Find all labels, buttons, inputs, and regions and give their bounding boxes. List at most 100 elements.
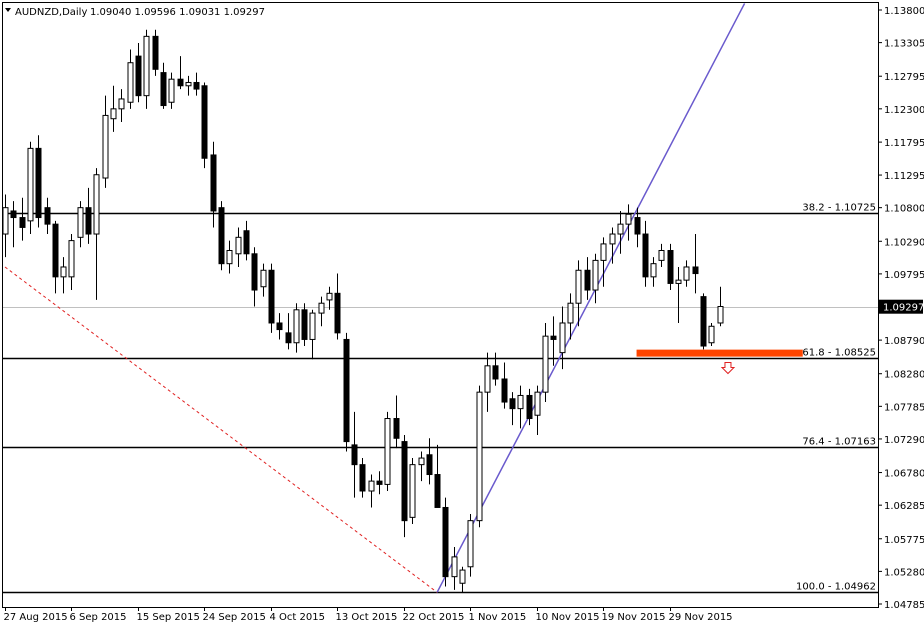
candle-body-bullish xyxy=(708,325,715,344)
candle-body-bearish xyxy=(667,249,674,284)
plot-area xyxy=(2,2,879,608)
support-zone xyxy=(636,349,803,357)
candle-body-bullish xyxy=(484,365,491,393)
candle-body-bearish xyxy=(393,418,400,439)
candle-body-bearish xyxy=(700,296,707,347)
candle-body-bearish xyxy=(334,292,341,334)
x-tick-label: 1 Nov 2015 xyxy=(469,612,527,623)
candle-body-bullish xyxy=(625,213,632,225)
candle-body-bearish xyxy=(426,454,433,476)
candle-body-bullish xyxy=(226,249,233,265)
candle-body-bearish xyxy=(526,394,533,420)
candle-body-bearish xyxy=(359,464,366,492)
candle-body-bullish xyxy=(567,302,574,324)
candle-body-bearish xyxy=(85,207,92,235)
candle-body-bullish xyxy=(384,418,391,485)
y-tick-label: 1.13800 xyxy=(884,6,924,17)
candle-body-bearish xyxy=(35,147,42,219)
candle-body-bullish xyxy=(2,207,9,235)
candle-body-bearish xyxy=(642,233,649,278)
x-tick-label: 4 Oct 2015 xyxy=(270,612,325,623)
candle-body-bullish xyxy=(409,464,416,518)
candle-body-bearish xyxy=(634,217,641,235)
y-tick-label: 1.06285 xyxy=(884,501,924,512)
candle-body-bullish xyxy=(675,279,682,284)
x-tick-label: 15 Sep 2015 xyxy=(137,612,200,623)
x-tick-label: 13 Oct 2015 xyxy=(336,612,398,623)
candle-body-bullish xyxy=(617,223,624,235)
candle-body-bullish xyxy=(235,236,242,255)
y-tick-label: 1.07290 xyxy=(884,435,924,446)
x-tick-label: 22 Oct 2015 xyxy=(403,612,465,623)
candle-body-bearish xyxy=(285,332,292,344)
x-tick-label: 29 Nov 2015 xyxy=(669,612,733,623)
candle-body-bullish xyxy=(102,114,109,179)
down-arrow-icon xyxy=(720,362,736,375)
y-tick-label: 1.06780 xyxy=(884,469,924,480)
candle-body-bullish xyxy=(717,306,724,324)
candle-body-bullish xyxy=(127,62,134,103)
candle-body-bearish xyxy=(343,338,350,443)
candle-body-bearish xyxy=(201,85,208,159)
candle-body-bullish xyxy=(309,312,316,340)
candle-body-bullish xyxy=(118,98,125,110)
candle-body-bullish xyxy=(542,335,549,393)
symbol-label: AUDNZD,Daily xyxy=(15,7,87,18)
candle-body-bullish xyxy=(110,108,117,120)
candle-body-bearish xyxy=(44,207,51,225)
candle-body-bearish xyxy=(152,35,159,70)
candle-body-bullish xyxy=(459,569,466,584)
x-tick-label: 27 Aug 2015 xyxy=(4,612,68,623)
candle-body-bearish xyxy=(218,207,225,265)
y-tick-label: 1.10800 xyxy=(884,204,924,215)
candle-body-bullish xyxy=(185,81,192,87)
candle-body-bullish xyxy=(293,309,300,344)
candle-body-bearish xyxy=(52,223,59,278)
candle-body-bearish xyxy=(501,378,508,403)
y-tick-label: 1.09795 xyxy=(884,270,924,281)
candle-body-bullish xyxy=(326,292,333,301)
y-tick-label: 1.04785 xyxy=(884,600,924,611)
y-tick-label: 1.07785 xyxy=(884,402,924,413)
candle-body-bullish xyxy=(559,322,566,354)
candle-body-bearish xyxy=(434,474,441,508)
candle-body-bullish xyxy=(467,520,474,568)
candle-body-bearish xyxy=(550,335,557,340)
candle-body-bullish xyxy=(534,391,541,416)
y-tick-label: 1.08790 xyxy=(884,336,924,347)
fib-level-label: 100.0 - 1.04962 xyxy=(796,582,876,593)
candle-body-bearish xyxy=(276,322,283,331)
x-tick-label: 6 Sep 2015 xyxy=(70,612,127,623)
candle-body-bullish xyxy=(60,266,67,278)
candle-body-bullish xyxy=(592,259,599,291)
candle-body-bullish xyxy=(77,207,84,238)
candle-body-bearish xyxy=(351,444,358,466)
candle-body-bearish xyxy=(210,154,217,212)
candle-body-bullish xyxy=(260,269,267,288)
candle-body-bullish xyxy=(68,240,75,278)
ohlc-values: 1.09040 1.09596 1.09031 1.09297 xyxy=(90,7,265,18)
candle-body-bullish xyxy=(451,556,458,578)
fib-level-label: 76.4 - 1.07163 xyxy=(802,437,876,448)
candle-body-bullish xyxy=(143,35,150,97)
candle-body-bullish xyxy=(683,266,690,281)
y-tick-label: 1.05280 xyxy=(884,567,924,578)
y-tick-label: 1.10290 xyxy=(884,237,924,248)
candle-body-bullish xyxy=(575,269,582,304)
fib-level-label: 38.2 - 1.10725 xyxy=(802,203,876,214)
y-tick-label: 1.13305 xyxy=(884,39,924,50)
candle-body-bearish xyxy=(177,78,184,87)
candle-body-bullish xyxy=(168,78,175,103)
candle-body-bearish xyxy=(251,253,258,291)
candle-body-bullish xyxy=(658,249,665,261)
y-tick-label: 1.12795 xyxy=(884,72,924,83)
symbol-dropdown-icon[interactable] xyxy=(5,8,11,12)
candle-body-bullish xyxy=(93,174,100,235)
candle-body-bearish xyxy=(442,506,449,578)
candle-body-bearish xyxy=(509,398,516,410)
y-tick-label: 1.08280 xyxy=(884,370,924,381)
x-tick-label: 10 Nov 2015 xyxy=(536,612,600,623)
candle-body-bearish xyxy=(492,365,499,380)
